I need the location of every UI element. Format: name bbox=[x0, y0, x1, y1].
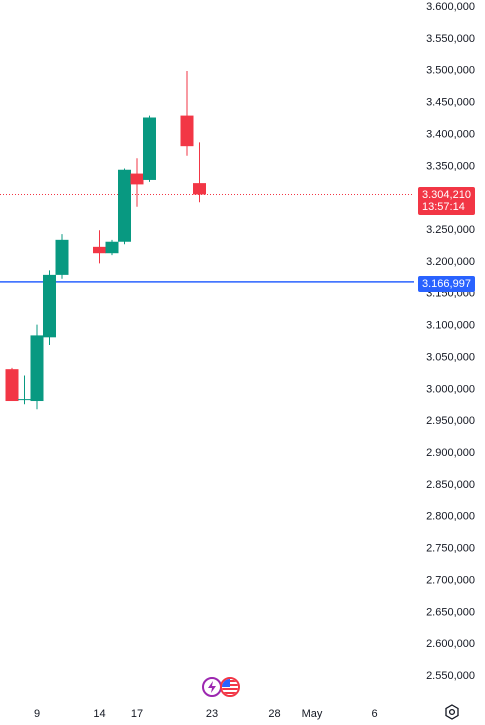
settings-icon[interactable] bbox=[444, 704, 460, 720]
x-tick-label: May bbox=[302, 708, 323, 720]
candle-body bbox=[118, 169, 131, 242]
y-tick-label: 3.350,000 bbox=[426, 160, 475, 172]
candle-body bbox=[93, 246, 106, 254]
candle-body bbox=[193, 183, 206, 195]
candle bbox=[5, 367, 19, 402]
y-tick-label: 3.500,000 bbox=[426, 65, 475, 77]
y-tick-label: 3.600,000 bbox=[426, 1, 475, 13]
level-price-label: 3.166,997 bbox=[422, 278, 471, 290]
x-tick-label: 9 bbox=[34, 708, 40, 720]
candle bbox=[43, 270, 56, 345]
y-tick-label: 2.900,000 bbox=[426, 447, 475, 459]
y-tick-label: 3.250,000 bbox=[426, 224, 475, 236]
y-tick-label: 3.200,000 bbox=[426, 256, 475, 268]
y-tick-label: 2.800,000 bbox=[426, 511, 475, 523]
candle bbox=[55, 234, 69, 279]
y-tick-label: 3.000,000 bbox=[426, 383, 475, 395]
candle-body bbox=[43, 274, 56, 338]
candle bbox=[180, 70, 194, 156]
candle bbox=[118, 168, 131, 245]
candle bbox=[105, 239, 119, 256]
candle bbox=[193, 142, 206, 203]
candle bbox=[30, 324, 44, 410]
y-tick-label: 2.850,000 bbox=[426, 479, 475, 491]
x-tick-label: 23 bbox=[206, 708, 218, 720]
y-tick-label: 2.750,000 bbox=[426, 543, 475, 555]
candle-body bbox=[30, 335, 44, 402]
y-tick-label: 3.450,000 bbox=[426, 97, 475, 109]
candle bbox=[130, 158, 144, 207]
y-tick-label: 3.050,000 bbox=[426, 351, 475, 363]
x-tick-label: 28 bbox=[268, 708, 280, 720]
candle bbox=[143, 115, 156, 182]
x-tick-label: 14 bbox=[93, 708, 105, 720]
y-tick-label: 3.100,000 bbox=[426, 320, 475, 332]
y-tick-label: 3.550,000 bbox=[426, 33, 475, 45]
last-price-label: 3.304,210 bbox=[422, 189, 471, 201]
us-flag-icon[interactable] bbox=[220, 677, 240, 697]
y-tick-label: 2.550,000 bbox=[426, 670, 475, 682]
candle-body bbox=[18, 399, 31, 401]
level-price-tag: 3.166,997 bbox=[418, 276, 475, 292]
candle bbox=[18, 375, 31, 405]
candle-body bbox=[105, 241, 119, 254]
y-tick-label: 3.400,000 bbox=[426, 128, 475, 140]
y-tick-label: 2.600,000 bbox=[426, 638, 475, 650]
y-tick-label: 2.700,000 bbox=[426, 574, 475, 586]
candle bbox=[93, 230, 106, 264]
y-tick-label: 2.950,000 bbox=[426, 415, 475, 427]
x-tick-label: 6 bbox=[371, 708, 377, 720]
x-tick-label: 17 bbox=[131, 708, 143, 720]
y-tick-label: 2.650,000 bbox=[426, 606, 475, 618]
candle-body bbox=[55, 239, 69, 275]
candle-body bbox=[180, 115, 194, 147]
candle-body bbox=[130, 173, 144, 185]
lightning-icon[interactable] bbox=[202, 677, 222, 697]
event-badges bbox=[202, 677, 246, 697]
candle-body bbox=[5, 369, 19, 402]
last-price-tag: 3.304,210 13:57:14 bbox=[418, 187, 475, 215]
countdown-label: 13:57:14 bbox=[422, 201, 465, 213]
candle-body bbox=[143, 117, 156, 180]
